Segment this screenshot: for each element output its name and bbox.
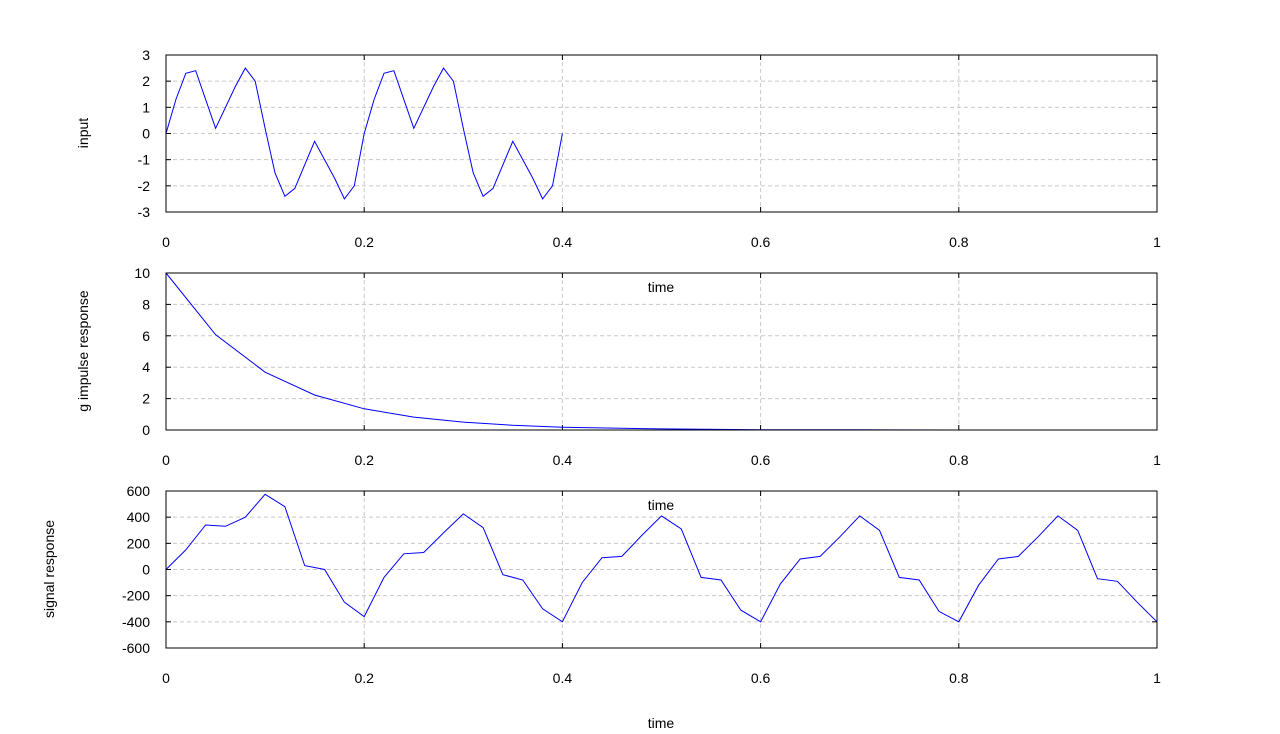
x-tick-label: 0.6 <box>751 452 771 468</box>
x-tick-label: 0.4 <box>553 452 573 468</box>
x-tick-label: 0.4 <box>553 670 573 686</box>
chart-panel-3: 0 0.2 0.4 0.6 0.8 1 600 400 200 0 -200 -400 -600 time… <box>41 483 1161 731</box>
y-tick-label: 1 <box>142 99 150 115</box>
y-tick-label: -1 <box>138 152 151 168</box>
y-tick-label: 4 <box>142 359 150 375</box>
y-tick-label: 2 <box>142 73 150 89</box>
y-tick-label: 8 <box>142 296 150 312</box>
series-line-1 <box>165 67 563 200</box>
x-tick-label: 0.6 <box>751 234 771 250</box>
y-tick-label: -2 <box>138 178 151 194</box>
y-tick-label: -3 <box>138 204 151 220</box>
y-tick-label: 0 <box>142 126 150 142</box>
y-tick-label: 200 <box>127 535 151 551</box>
y-tick-label: 10 <box>134 265 150 281</box>
y-axis-label: g impulse response <box>75 290 91 412</box>
y-tick-label: 3 <box>142 47 150 63</box>
x-axis-label: time <box>648 715 675 729</box>
x-tick-label: 0 <box>162 452 170 468</box>
x-tick-label: 0 <box>162 234 170 250</box>
x-tick-label: 1 <box>1153 452 1161 468</box>
plot-frame <box>165 490 1158 649</box>
x-tick-label: 0.8 <box>949 670 969 686</box>
y-tick-label: 0 <box>142 562 150 578</box>
x-tick-label: 1 <box>1153 234 1161 250</box>
x-tick-label: 0.8 <box>949 234 969 250</box>
x-tick-label: 0 <box>162 670 170 686</box>
x-tick-label: 0.2 <box>354 670 374 686</box>
y-tick-label: 400 <box>127 509 151 525</box>
x-tick-label: 0.2 <box>354 234 374 250</box>
x-tick-label: 0.2 <box>354 452 374 468</box>
x-tick-label: 0.6 <box>751 670 771 686</box>
chart-panel-2: 0 0.2 0.4 0.6 0.8 1 10 8 6 4 2 0 time g impulse respo… <box>75 265 1161 513</box>
x-axis-label: time <box>648 497 675 513</box>
x-tick-label: 1 <box>1153 670 1161 686</box>
y-tick-label: 2 <box>142 391 150 407</box>
x-axis-label: time <box>648 279 675 295</box>
y-tick-label: 6 <box>142 328 150 344</box>
x-tick-label: 0.4 <box>553 234 573 250</box>
y-axis-label: signal response <box>41 520 57 618</box>
y-axis-label: input <box>75 118 91 148</box>
y-tick-label: -200 <box>122 588 150 604</box>
plot-frame <box>165 54 1158 213</box>
y-tick-label: -600 <box>122 640 150 656</box>
y-tick-label: 0 <box>142 422 150 438</box>
x-tick-label: 0.8 <box>949 452 969 468</box>
series-line-1 <box>165 272 1157 431</box>
y-tick-label: -400 <box>122 614 150 630</box>
y-tick-label: 600 <box>127 483 151 499</box>
series-line-1 <box>165 493 1158 623</box>
plot-frame <box>165 272 1158 431</box>
